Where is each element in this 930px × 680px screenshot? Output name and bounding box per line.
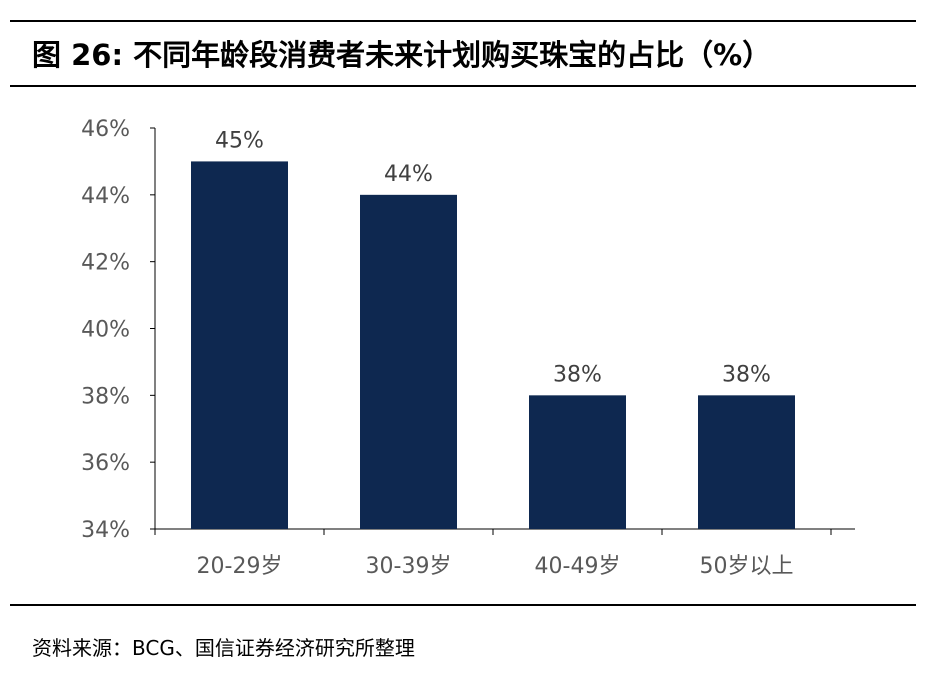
bar-chart: 34% 36% 38% 40% 42% 44% 46% 45% 20-29岁 44% 30-39岁 3… xyxy=(81,100,855,579)
bar xyxy=(360,194,457,529)
bar xyxy=(529,395,626,529)
data-label: 45% xyxy=(215,128,264,153)
data-label: 44% xyxy=(384,162,433,187)
source-note: 资料来源：BCG、国信证券经济研究所整理 xyxy=(32,636,415,660)
x-category-label: 50岁以上 xyxy=(700,554,794,579)
y-tick-label: 34% xyxy=(81,518,130,543)
y-tick-label: 40% xyxy=(81,318,130,343)
y-tick-label: 46% xyxy=(81,117,130,142)
x-category-label: 30-39岁 xyxy=(366,554,452,579)
y-tick-label: 38% xyxy=(81,384,130,409)
title-rule xyxy=(10,85,916,87)
x-category-label: 40-49岁 xyxy=(535,554,621,579)
figure-title: 图 26: 不同年龄段消费者未来计划购买珠宝的占比（%） xyxy=(32,38,772,72)
data-label: 38% xyxy=(722,362,771,387)
y-tick-label: 44% xyxy=(81,184,130,209)
y-tick-label: 42% xyxy=(81,251,130,276)
chart-area: 34% 36% 38% 40% 42% 44% 46% 45% 20-29岁 44% 30-39岁 3… xyxy=(0,88,930,602)
y-tick-label: 36% xyxy=(81,451,130,476)
x-category-label: 20-29岁 xyxy=(197,554,283,579)
bottom-rule xyxy=(10,604,916,606)
bar xyxy=(191,161,288,529)
top-rule xyxy=(10,20,916,22)
data-label: 38% xyxy=(553,362,602,387)
bar xyxy=(698,395,795,529)
